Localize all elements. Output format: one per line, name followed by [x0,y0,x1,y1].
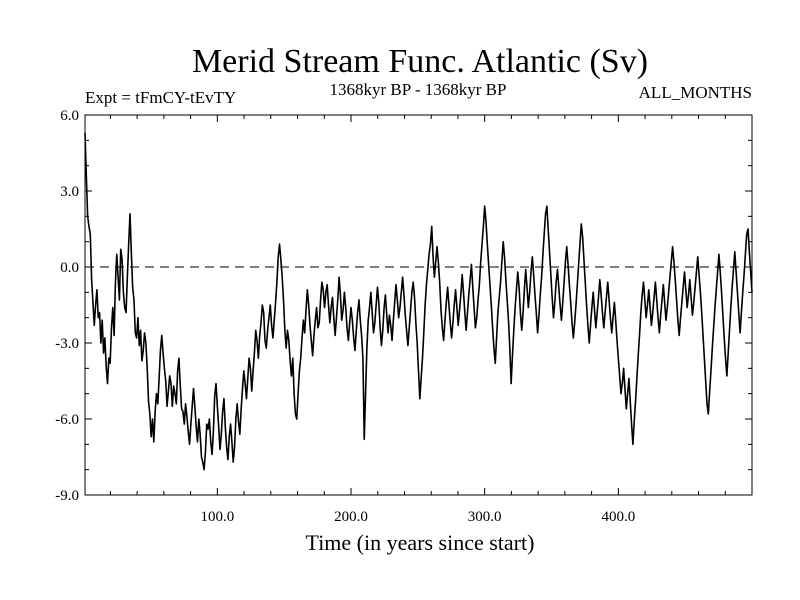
experiment-label: Expt = tFmCY-tEvTY [85,88,236,107]
period-label: 1368kyr BP - 1368kyr BP [330,80,507,99]
x-tick-label: 200.0 [334,509,368,525]
chart-title: Merid Stream Func. Atlantic (Sv) [192,43,648,80]
y-axis: 6.0 3.0 0.0 -3.0 -6.0 -9.0 [55,108,752,504]
y-tick-label: -9.0 [55,488,79,504]
x-tick-label: 100.0 [200,509,234,525]
y-tick-label: 3.0 [60,184,79,200]
plot-frame [84,114,753,496]
y-tick-label: -6.0 [55,412,79,428]
x-axis-label: Time (in years since start) [306,530,535,555]
y-tick-label: -3.0 [55,336,79,352]
x-axis: 100.0 200.0 300.0 400.0 [109,115,726,525]
months-label: ALL_MONTHS [639,83,752,102]
x-tick-label: 300.0 [468,509,502,525]
series-line [84,132,753,471]
x-tick-label: 400.0 [601,509,635,525]
y-tick-label: 0.0 [60,260,79,276]
y-tick-label: 6.0 [60,108,79,124]
